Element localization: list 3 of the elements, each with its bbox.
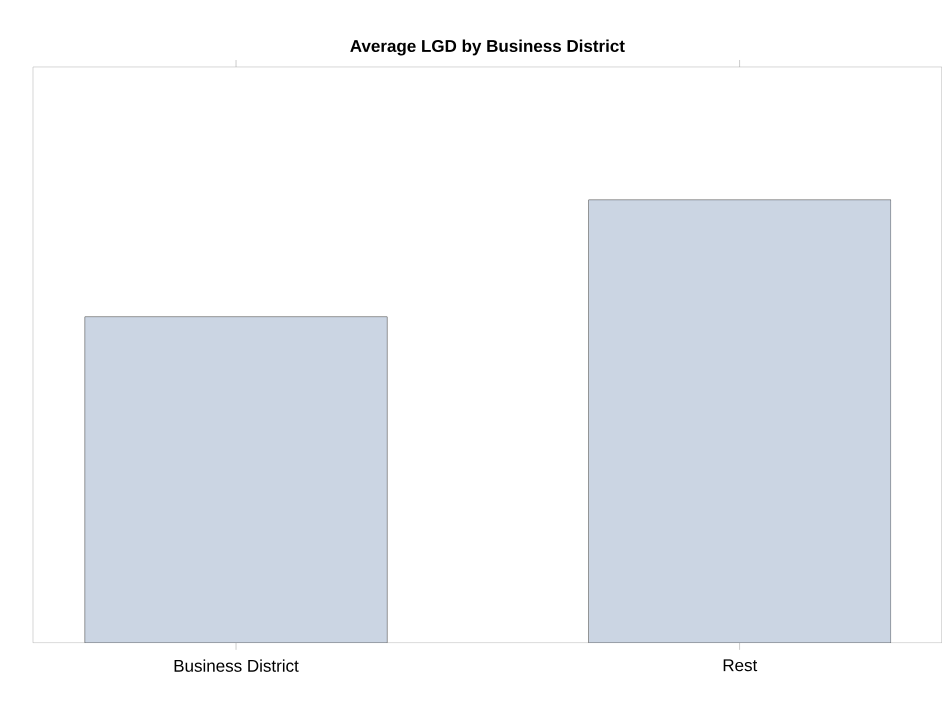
chart-title: Average LGD by Business District: [350, 40, 625, 56]
x-tick-label: Rest: [724, 659, 758, 672]
x-tick-label: Business District: [174, 659, 299, 672]
